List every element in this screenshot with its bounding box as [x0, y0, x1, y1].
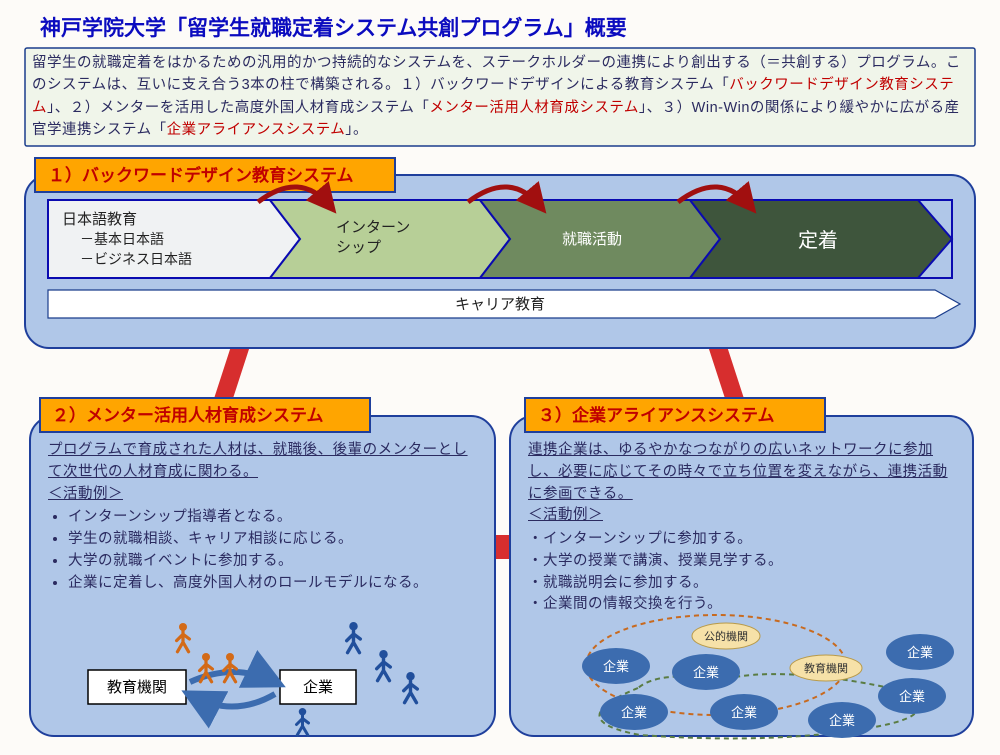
career-bar-label: キャリア教育: [455, 296, 545, 313]
svg-text:教育機関: 教育機関: [804, 661, 848, 675]
company-node: 企業: [672, 654, 740, 690]
list-item: 企業に定着し、高度外国人材のロールモデルになる。: [68, 573, 480, 595]
list-item: インターンシップ指導者となる。: [68, 507, 480, 529]
list-item: ・大学の授業で講演、授業見学する。: [528, 551, 960, 573]
diagram-canvas: 神戸学院大学「留学生就職定着システム共創プログラム」概要 留学生の就職定着をはか…: [0, 0, 1000, 750]
tab-1-label: １）バックワードデザイン教育システム: [48, 165, 354, 185]
company-node: 企業: [710, 694, 778, 730]
career-bar: キャリア教育: [48, 290, 960, 318]
intro-text: 留学生の就職定着をはかるための汎用的かつ持続的なシステムを、ステークホルダーの連…: [32, 52, 968, 142]
stage-settle: 定着: [798, 229, 838, 252]
co-box-label: 企業: [303, 678, 333, 696]
svg-text:企業: 企業: [603, 659, 629, 674]
svg-text:企業: 企業: [829, 713, 855, 728]
section3-list: ・インターンシップに参加する。 ・大学の授業で講演、授業見学する。 ・就職説明会…: [528, 529, 960, 616]
company-node: 企業: [886, 634, 954, 670]
svg-text:企業: 企業: [693, 665, 719, 680]
svg-text:企業: 企業: [907, 645, 933, 660]
arrow-flow: 日本語教育 －基本日本語 －ビジネス日本語 インターン シップ 就職活動 定着: [48, 187, 952, 278]
public-tag: 公的機関: [692, 623, 760, 649]
tab-3-label: ３）企業アライアンスシステム: [538, 405, 774, 425]
company-node: 企業: [582, 648, 650, 684]
section3-lead: 連携企業は、ゆるやかなつながりの広いネットワークに参加し、必要に応じてその時々で…: [528, 440, 960, 505]
list-item: ・企業間の情報交換を行う。: [528, 594, 960, 616]
section3-exhdr: ＜活動例＞: [528, 505, 960, 527]
list-item: ・就職説明会に参加する。: [528, 573, 960, 595]
svg-text:企業: 企業: [899, 689, 925, 704]
stage-jp-line1: －基本日本語: [80, 231, 164, 247]
stage-jp-line2: －ビジネス日本語: [80, 251, 192, 267]
section2-exhdr: ＜活動例＞: [48, 484, 480, 506]
edu-box-label: 教育機関: [107, 679, 167, 696]
list-item: ・インターンシップに参加する。: [528, 529, 960, 551]
stage-jp-title: 日本語教育: [62, 211, 137, 228]
page-title: 神戸学院大学「留学生就職定着システム共創プログラム」概要: [40, 16, 627, 40]
edu-tag: 教育機関: [790, 655, 862, 681]
list-item: 学生の就職相談、キャリア相談に応じる。: [68, 529, 480, 551]
company-node: 企業: [878, 678, 946, 714]
section2-lead: プログラムで育成された人材は、就職後、後輩のメンターとして次世代の人材育成に関わ…: [48, 440, 480, 484]
company-node: 企業: [600, 694, 668, 730]
svg-text:公的機関: 公的機関: [704, 629, 748, 643]
section2-list: インターンシップ指導者となる。 学生の就職相談、キャリア相談に応じる。 大学の就…: [48, 507, 480, 594]
list-item: 大学の就職イベントに参加する。: [68, 551, 480, 573]
stage-job: 就職活動: [562, 231, 622, 248]
tab-2-label: ２）メンター活用人材育成システム: [52, 405, 324, 425]
svg-text:企業: 企業: [621, 705, 647, 720]
svg-text:企業: 企業: [731, 705, 757, 720]
company-node: 企業: [808, 702, 876, 738]
